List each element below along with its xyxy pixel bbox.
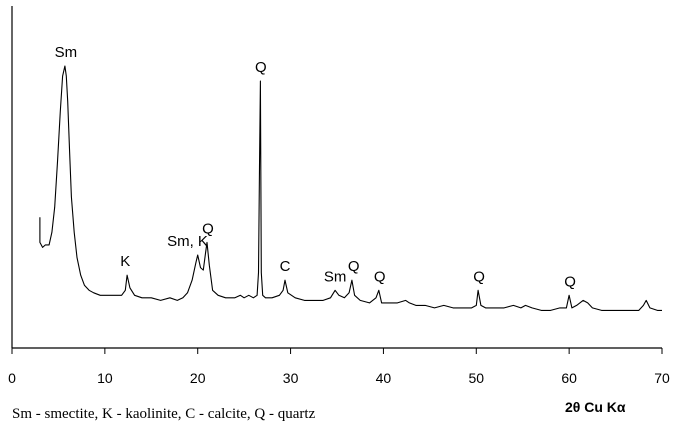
x-tick-label: 50 [468,370,484,386]
peak-label: C [280,258,291,275]
x-axis-ticks: 0 10 20 30 40 50 60 70 [8,348,670,386]
peak-label: Sm [55,44,78,61]
peak-label: Q [255,59,267,76]
peak-label: Sm, K [167,233,208,250]
peak-label: Sm [324,268,347,285]
peak-label: Q [473,268,485,285]
peak-label: Q [564,273,576,290]
x-axis-label: 2θ Cu Kα [565,399,626,415]
x-tick-label: 70 [654,370,670,386]
peak-label: K [120,253,130,270]
x-tick-label: 10 [97,370,113,386]
mineral-legend: Sm - smectite, K - kaolinite, C - calcit… [12,406,316,422]
x-tick-label: 0 [8,370,16,386]
peak-label: Q [374,268,386,285]
peak-label: Q [348,258,360,275]
x-tick-label: 40 [376,370,392,386]
x-tick-label: 20 [190,370,206,386]
axes [11,6,662,349]
peak-label: Q [202,220,214,237]
x-tick-label: 60 [561,370,577,386]
diffraction-pattern-line [39,65,662,311]
x-tick-label: 30 [283,370,299,386]
